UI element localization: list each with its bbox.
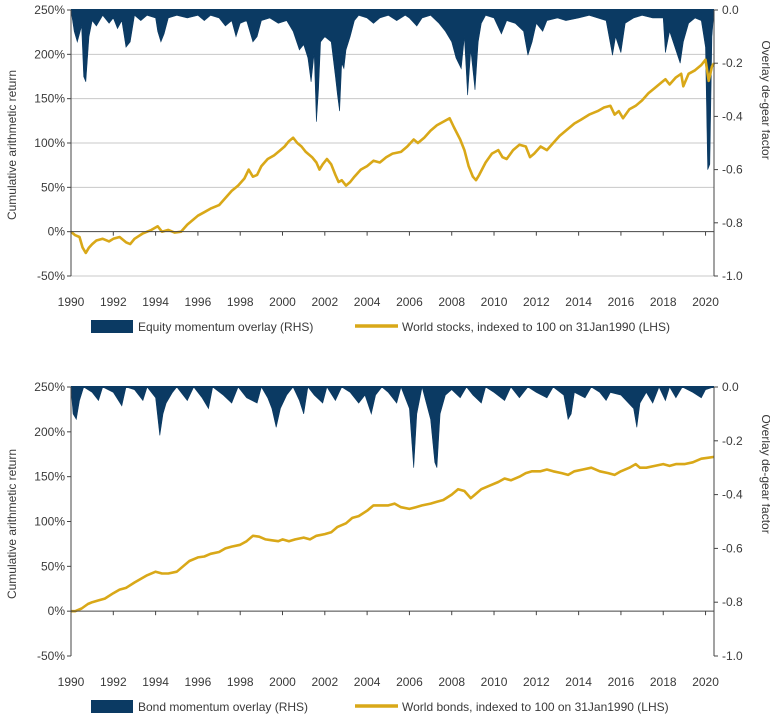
- y2-tick-label: -0.8: [722, 216, 743, 230]
- x-tick-label: 1990: [58, 295, 85, 309]
- y2-tick-label: -1.0: [722, 269, 743, 283]
- y-tick-label: 100%: [34, 515, 65, 529]
- y2-tick-label: -0.4: [722, 488, 743, 502]
- x-tick-label: 2010: [481, 295, 508, 309]
- y2-tick-label: 0.0: [722, 380, 739, 394]
- x-tick-label: 2006: [396, 295, 423, 309]
- x-tick-label: 2016: [608, 295, 635, 309]
- x-tick-label: 2002: [311, 295, 338, 309]
- x-tick-label: 2018: [650, 295, 677, 309]
- x-tick-label: 1992: [100, 675, 127, 689]
- y-axis-label-left: Cumulative arithmetic return: [5, 449, 19, 599]
- x-tick-label: 1998: [227, 295, 254, 309]
- overlay-area-series: [70, 9, 715, 170]
- y-tick-label: 150%: [34, 470, 65, 484]
- x-tick-label: 1994: [142, 675, 169, 689]
- legend-label-index: World bonds, indexed to 100 on 31Jan1990…: [402, 700, 669, 714]
- legend-swatch-overlay: [91, 700, 133, 713]
- y-tick-label: 50%: [41, 559, 65, 573]
- x-tick-label: 2014: [565, 295, 592, 309]
- x-tick-label: 1996: [185, 295, 212, 309]
- y-tick-label: -50%: [37, 649, 65, 663]
- x-tick-label: 2020: [692, 295, 719, 309]
- x-tick-label: 1994: [142, 295, 169, 309]
- x-tick-label: 2000: [269, 295, 296, 309]
- x-tick-label: 2004: [354, 675, 381, 689]
- bond-chart: Cumulative arithmetic return Overlay de-…: [5, 380, 770, 714]
- overlay-area-series: [70, 386, 715, 468]
- x-tick-label: 2008: [438, 295, 465, 309]
- y-tick-label: 50%: [41, 180, 65, 194]
- y-tick-label: 0%: [48, 225, 66, 239]
- y-tick-label: 150%: [34, 92, 65, 106]
- y2-tick-label: 0.0: [722, 3, 739, 17]
- x-tick-label: 2006: [396, 675, 423, 689]
- x-tick-label: 2018: [650, 675, 677, 689]
- index-line-series: [71, 455, 715, 613]
- x-tick-label: 2010: [481, 675, 508, 689]
- y-tick-label: -50%: [37, 269, 65, 283]
- y2-tick-label: -1.0: [722, 649, 743, 663]
- legend-label-overlay: Equity momentum overlay (RHS): [138, 320, 313, 334]
- x-tick-label: 2014: [565, 675, 592, 689]
- y2-tick-label: -0.8: [722, 595, 743, 609]
- x-tick-label: 2002: [311, 675, 338, 689]
- x-tick-label: 2012: [523, 675, 550, 689]
- y-axis-label-right: Overlay de-gear factor: [759, 414, 770, 533]
- y2-tick-label: -0.2: [722, 434, 743, 448]
- x-tick-label: 1990: [58, 675, 85, 689]
- equity-chart: Cumulative arithmetic return Overlay de-…: [5, 3, 770, 334]
- x-tick-label: 2016: [608, 675, 635, 689]
- y-axis-label-right: Overlay de-gear factor: [759, 40, 770, 159]
- x-tick-label: 2000: [269, 675, 296, 689]
- x-tick-label: 1998: [227, 675, 254, 689]
- legend-swatch-overlay: [91, 320, 133, 333]
- y2-tick-label: -0.6: [722, 163, 743, 177]
- legend-label-overlay: Bond momentum overlay (RHS): [138, 700, 308, 714]
- y-tick-label: 100%: [34, 136, 65, 150]
- y2-tick-label: -0.4: [722, 109, 743, 123]
- y-tick-label: 250%: [34, 380, 65, 394]
- y2-tick-label: -0.2: [722, 56, 743, 70]
- x-tick-label: 2004: [354, 295, 381, 309]
- y-tick-label: 0%: [48, 604, 66, 618]
- y-tick-label: 200%: [34, 425, 65, 439]
- y-axis-label-left: Cumulative arithmetic return: [5, 70, 19, 220]
- y2-tick-label: -0.6: [722, 541, 743, 555]
- x-tick-label: 2020: [692, 675, 719, 689]
- x-tick-label: 1992: [100, 295, 127, 309]
- y-tick-label: 250%: [34, 3, 65, 17]
- index-line-series: [70, 58, 716, 255]
- x-tick-label: 2008: [438, 675, 465, 689]
- x-tick-label: 1996: [185, 675, 212, 689]
- y-tick-label: 200%: [34, 47, 65, 61]
- legend-label-index: World stocks, indexed to 100 on 31Jan199…: [402, 320, 670, 334]
- x-tick-label: 2012: [523, 295, 550, 309]
